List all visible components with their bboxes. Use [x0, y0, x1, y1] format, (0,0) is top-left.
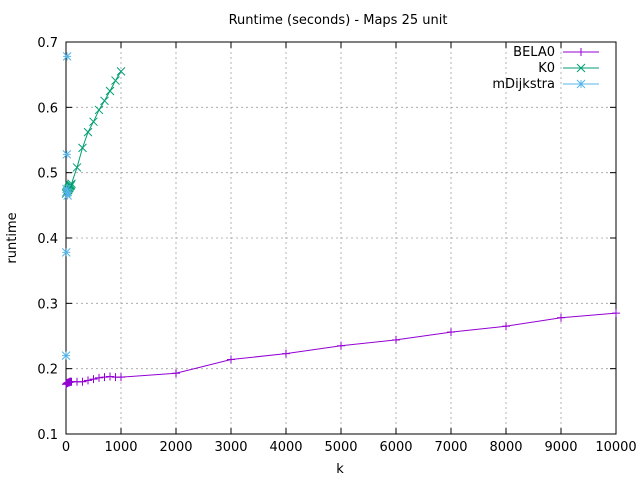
data-point-k0 [89, 117, 98, 127]
legend-item-mdijkstra: mDijkstra [492, 77, 599, 92]
series-mdijkstra [61, 52, 73, 360]
series-line-k0 [65, 71, 122, 194]
y-tick-label: 0.5 [37, 167, 58, 182]
x-tick-label: 7000 [434, 440, 467, 455]
data-point-k0 [94, 105, 104, 115]
data-point-mdijkstra [61, 248, 71, 257]
legend-item-k0: K0 [538, 61, 599, 76]
data-point-k0 [105, 86, 115, 96]
data-point-bela0 [502, 322, 510, 331]
data-point-bela0 [100, 373, 109, 382]
y-tick-label: 0.2 [37, 363, 58, 378]
data-point-bela0 [227, 355, 235, 364]
data-point-bela0 [89, 375, 98, 384]
data-point-bela0 [557, 313, 565, 322]
data-point-bela0 [84, 376, 92, 385]
series-bela0 [62, 309, 620, 389]
data-point-k0 [83, 127, 93, 137]
legend-marker-mdijkstra [576, 79, 586, 89]
y-tick-label: 0.7 [37, 36, 58, 51]
data-point-bela0 [282, 349, 290, 358]
data-point-bela0 [117, 373, 125, 382]
y-tick-label: 0.4 [37, 232, 58, 247]
data-point-bela0 [78, 377, 87, 386]
data-point-k0 [78, 143, 87, 153]
x-axis-label: k [336, 462, 344, 477]
legend-marker-bela0 [577, 48, 585, 56]
grid [66, 42, 616, 434]
data-point-bela0 [106, 372, 114, 381]
y-axis-label: runtime [5, 212, 20, 263]
data-point-mdijkstra [62, 150, 72, 159]
x-tick-label: 3000 [214, 440, 247, 455]
legend-label-bela0: BELA0 [513, 45, 555, 60]
chart-title: Runtime (seconds) - Maps 25 unit [229, 13, 448, 28]
y-tick-label: 0.6 [37, 101, 58, 116]
data-point-mdijkstra [62, 52, 72, 61]
x-tick-label: 9000 [544, 440, 577, 455]
series-layer [61, 52, 620, 389]
data-point-bela0 [392, 335, 400, 344]
data-point-mdijkstra [61, 351, 71, 360]
data-point-k0 [116, 67, 126, 76]
series-k0 [61, 67, 126, 198]
y-tick-label: 0.3 [37, 297, 58, 312]
x-tick-label: 5000 [324, 440, 357, 455]
data-point-bela0 [172, 369, 180, 378]
data-point-bela0 [612, 309, 620, 318]
data-point-k0 [72, 163, 82, 172]
data-point-bela0 [95, 373, 103, 382]
data-point-bela0 [337, 341, 345, 350]
x-tick-label: 10000 [595, 440, 636, 455]
data-point-k0 [100, 96, 109, 106]
x-tick-label: 4000 [269, 440, 302, 455]
x-tick-label: 6000 [379, 440, 412, 455]
x-tick-label: 1000 [104, 440, 137, 455]
data-point-k0 [111, 76, 120, 85]
data-point-mdijkstra [63, 191, 73, 200]
legend-label-k0: K0 [538, 61, 555, 76]
legend-marker-k0 [576, 63, 586, 73]
data-point-bela0 [447, 328, 455, 337]
y-tick-label: 0.1 [37, 428, 58, 443]
x-tick-label: 0 [62, 440, 70, 455]
axes: 0 1000 2000 3000 4000 5000 6000 7000 8000 9000 100… [37, 36, 636, 455]
x-tick-label: 2000 [159, 440, 192, 455]
legend-item-bela0: BELA0 [513, 45, 599, 60]
x-tick-label: 8000 [489, 440, 522, 455]
legend-label-mdijkstra: mDijkstra [492, 77, 555, 92]
